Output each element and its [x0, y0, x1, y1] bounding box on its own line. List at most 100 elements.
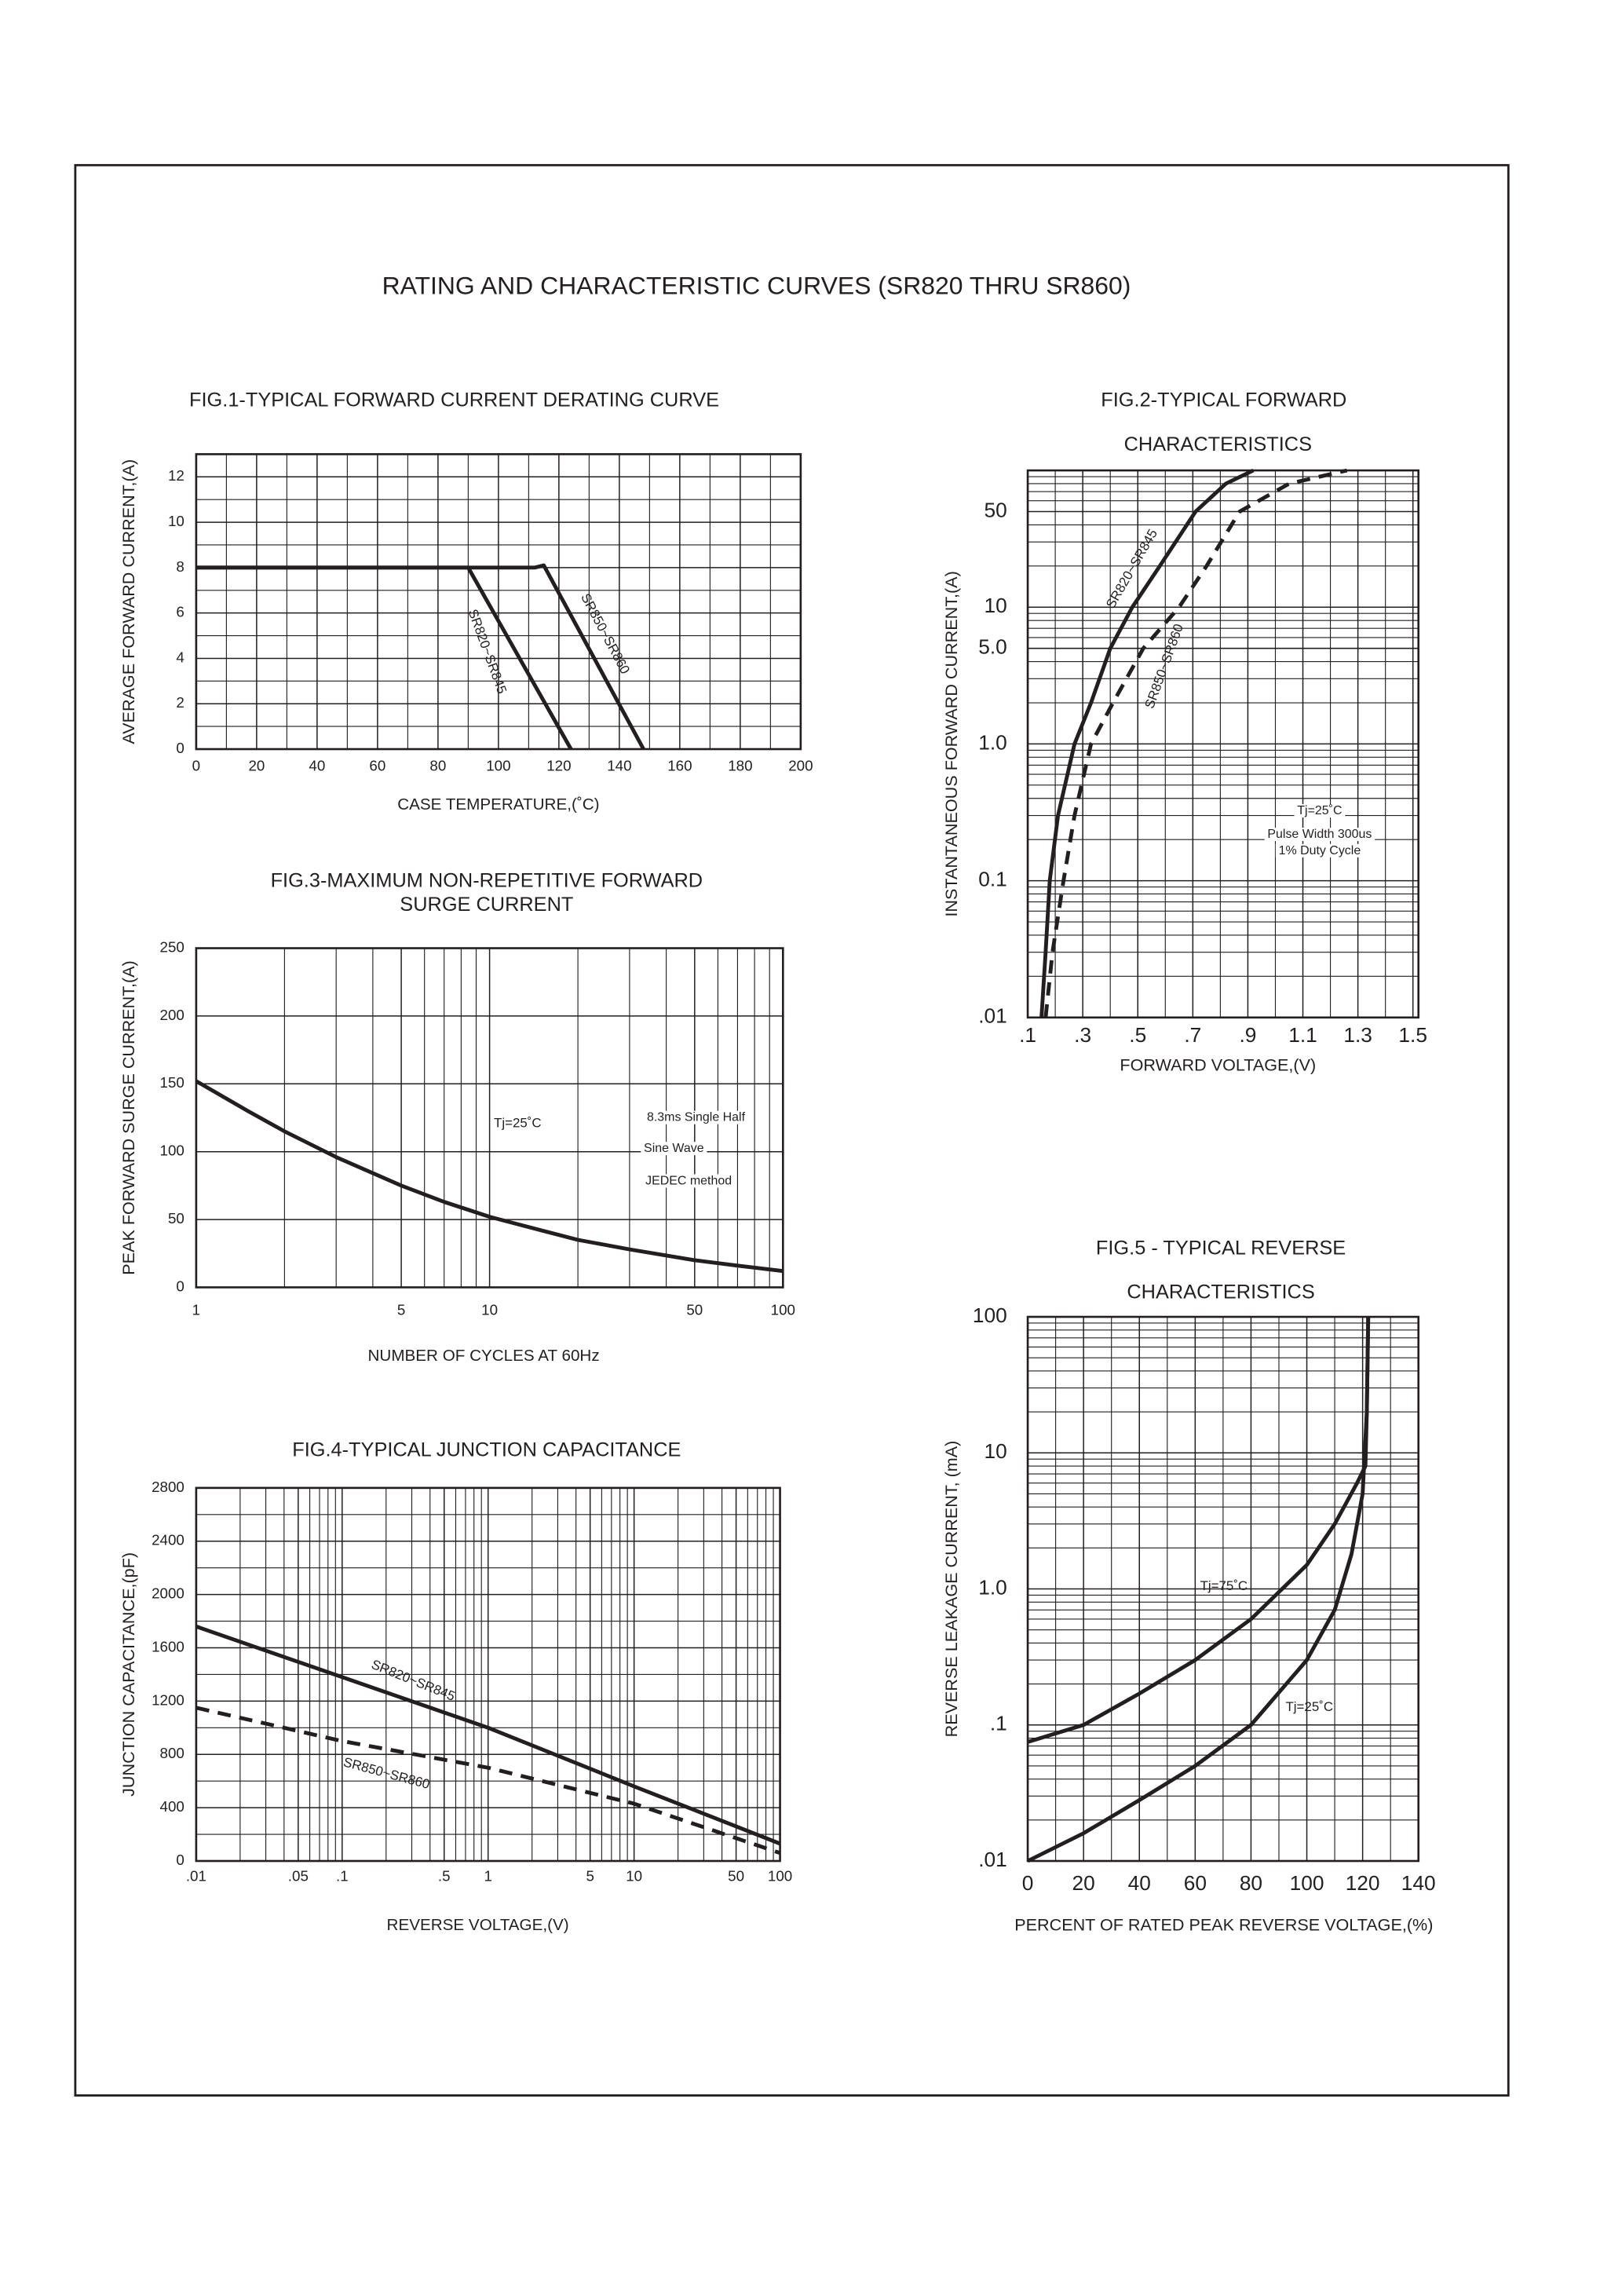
page-frame — [74, 163, 1510, 2097]
x-tick-label: 200 — [788, 757, 813, 773]
label-background — [1275, 843, 1364, 857]
y-tick-label: 1600 — [152, 1638, 184, 1654]
y-tick-label: 150 — [160, 1074, 184, 1091]
y-tick-label: 100 — [973, 1303, 1007, 1327]
y-tick-label: 200 — [160, 1007, 184, 1023]
x-tick-label: 100 — [771, 1301, 795, 1318]
y-tick-label: 50 — [985, 498, 1007, 521]
chart-title: FIG.5 - TYPICAL REVERSE — [1096, 1237, 1346, 1259]
x-tick-label: 1.1 — [1288, 1023, 1317, 1047]
x-tick-label: 40 — [309, 757, 325, 773]
y-tick-label: 1.0 — [978, 730, 1007, 754]
y-tick-label: 0 — [176, 740, 184, 756]
x-tick-label: 80 — [429, 757, 446, 773]
y-tick-label: .01 — [978, 1848, 1007, 1871]
x-tick-label: 100 — [768, 1868, 792, 1885]
y-tick-label: 2400 — [152, 1532, 184, 1548]
label-background — [641, 1142, 707, 1156]
y-axis-label: JUNCTION CAPACITANCE,(pF) — [119, 1552, 138, 1797]
x-tick-label: .9 — [1239, 1023, 1256, 1047]
x-tick-label: 10 — [481, 1301, 498, 1318]
curve — [195, 563, 645, 751]
x-tick-label: 5 — [397, 1301, 405, 1318]
plot-border — [195, 453, 802, 751]
series-label: Tj=75˚C — [1200, 1578, 1248, 1593]
series-label: Tj=25˚C — [1285, 1699, 1333, 1714]
x-axis-label: CASE TEMPERATURE,(˚C) — [397, 795, 599, 813]
x-axis-label: NUMBER OF CYCLES AT 60Hz — [368, 1347, 600, 1365]
x-tick-label: 100 — [486, 757, 510, 773]
x-tick-label: 1 — [484, 1868, 492, 1885]
x-tick-label: 20 — [248, 757, 265, 773]
chart-title: FIG.2-TYPICAL FORWARD — [1101, 389, 1346, 411]
y-tick-label: 2800 — [152, 1479, 184, 1495]
chart-title: FIG.1-TYPICAL FORWARD CURRENT DERATING C… — [189, 389, 719, 411]
plot-border — [1026, 1315, 1420, 1863]
y-tick-label: 0.1 — [978, 868, 1007, 891]
x-tick-label: .5 — [438, 1868, 451, 1885]
x-tick-label: 10 — [626, 1868, 642, 1885]
y-axis-label: AVERAGE FORWARD CURRENT,(A) — [119, 459, 138, 744]
x-tick-label: 160 — [667, 757, 692, 773]
y-tick-label: 250 — [160, 938, 184, 955]
x-tick-label: 50 — [686, 1301, 703, 1318]
y-tick-label: 400 — [160, 1798, 184, 1815]
chart-title: FIG.4-TYPICAL JUNCTION CAPACITANCE — [292, 1439, 681, 1461]
x-tick-label: 40 — [1128, 1871, 1151, 1895]
x-tick-label: 50 — [728, 1868, 744, 1885]
x-tick-label: 0 — [192, 757, 200, 773]
curve — [195, 1625, 781, 1846]
y-tick-label: 5.0 — [978, 635, 1007, 659]
y-tick-label: 0 — [176, 1852, 184, 1868]
chart-title: SURGE CURRENT — [400, 894, 573, 916]
plot-border — [195, 1486, 781, 1863]
curve — [1039, 468, 1255, 1018]
x-tick-label: 1.5 — [1398, 1023, 1427, 1047]
curve — [195, 1706, 781, 1855]
y-tick-label: 0 — [176, 1278, 184, 1294]
x-tick-label: 140 — [1401, 1871, 1436, 1895]
curve — [1043, 468, 1348, 1018]
x-tick-label: .3 — [1074, 1023, 1091, 1047]
y-tick-label: 6 — [176, 604, 184, 620]
y-axis-label: PEAK FORWARD SURGE CURRENT,(A) — [119, 960, 138, 1274]
x-tick-label: .7 — [1184, 1023, 1201, 1047]
annotation: 1% Duty Cycle — [1279, 844, 1361, 857]
page-title: RATING AND CHARACTERISTIC CURVES (SR820 … — [382, 272, 1131, 300]
x-tick-label: 60 — [369, 757, 385, 773]
x-tick-label: .01 — [186, 1868, 206, 1885]
label-background — [1294, 804, 1346, 818]
y-tick-label: 12 — [168, 467, 184, 484]
y-tick-label: 10 — [168, 513, 184, 529]
x-axis-label: PERCENT OF RATED PEAK REVERSE VOLTAGE,(%… — [1014, 1914, 1433, 1934]
x-axis-label: REVERSE VOLTAGE,(V) — [387, 1916, 569, 1934]
x-tick-label: 1 — [192, 1301, 200, 1318]
plot-border — [1026, 469, 1420, 1019]
y-axis-label: REVERSE LEAKAGE CURRENT, (mA) — [941, 1441, 961, 1738]
y-tick-label: .01 — [978, 1004, 1007, 1028]
series-label: Tj=25˚C — [494, 1115, 542, 1130]
curve — [1026, 1316, 1371, 1863]
plot-border — [195, 947, 784, 1289]
x-tick-label: 80 — [1240, 1871, 1262, 1895]
y-tick-label: 8 — [176, 558, 184, 575]
annotation: Pulse Width 300us — [1267, 828, 1372, 841]
x-tick-label: .1 — [1019, 1023, 1036, 1047]
y-tick-label: 10 — [985, 1439, 1007, 1463]
chart-title: CHARACTERISTICS — [1127, 1281, 1314, 1303]
label-background — [0, 0, 27, 7]
x-tick-label: 0 — [1022, 1871, 1034, 1895]
x-tick-label: 120 — [1346, 1871, 1380, 1895]
annotation: Tj=25˚C — [1297, 804, 1342, 817]
chart-title: CHARACTERISTICS — [1124, 433, 1312, 455]
y-tick-label: 10 — [985, 594, 1007, 617]
y-tick-label: 2 — [176, 694, 184, 711]
x-tick-label: .05 — [288, 1868, 309, 1885]
y-tick-label: 100 — [160, 1143, 184, 1159]
annotation: 8.3ms Single Half — [647, 1111, 746, 1124]
x-tick-label: 1.3 — [1343, 1023, 1372, 1047]
x-tick-label: .1 — [336, 1868, 349, 1885]
